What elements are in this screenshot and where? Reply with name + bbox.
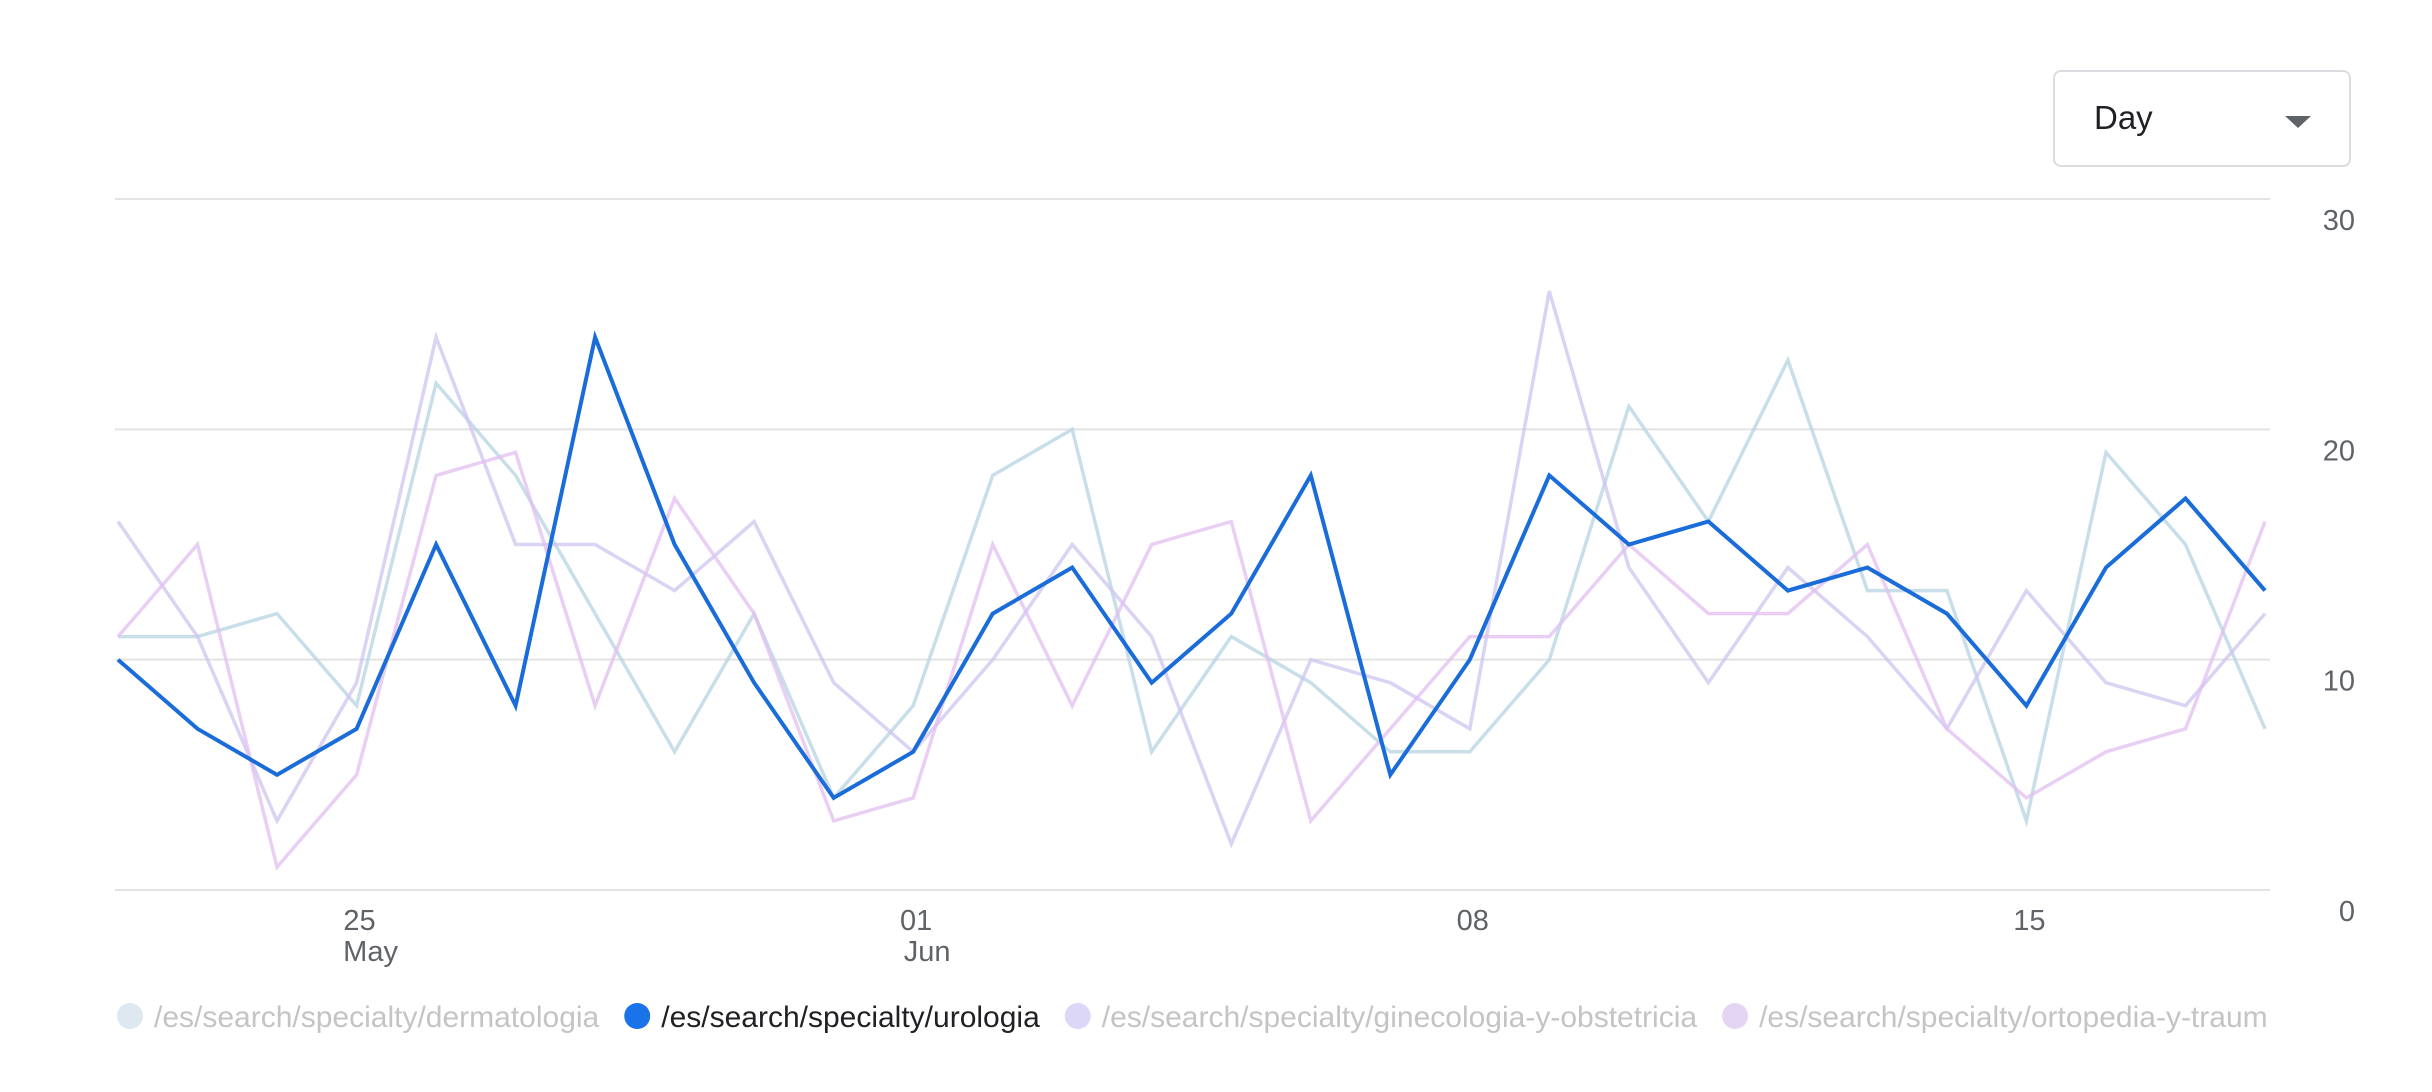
y-tick-label: 20 <box>2323 435 2355 467</box>
y-tick-label: 0 <box>2339 896 2355 928</box>
legend-label: /es/search/specialty/ginecologia-y-obste… <box>1102 1001 1698 1034</box>
legend: /es/search/specialty/dermatologia/es/sea… <box>117 1001 2268 1034</box>
legend-label: /es/search/specialty/urologia <box>661 1001 1040 1034</box>
series-line[interactable] <box>116 450 2267 871</box>
legend-item[interactable]: /es/search/specialty/ortopedia-y-traum <box>1722 1001 2268 1034</box>
legend-dot <box>1064 1003 1091 1029</box>
granularity-dropdown[interactable]: Day <box>2053 70 2351 167</box>
legend-label: /es/search/specialty/ortopedia-y-traum <box>1759 1001 2268 1034</box>
chevron-down-icon <box>2285 116 2311 128</box>
x-tick-label-month: Jun <box>904 936 951 968</box>
x-tick-label-day: 15 <box>2013 905 2045 937</box>
series-line[interactable] <box>116 330 2267 801</box>
y-tick-label: 10 <box>2323 666 2355 698</box>
granularity-value: Day <box>2094 99 2153 136</box>
x-tick-label-month: May <box>343 936 398 968</box>
x-tick-label-day: 01 <box>900 905 932 937</box>
y-tick-label: 30 <box>2323 205 2355 237</box>
series-line[interactable] <box>116 290 2267 849</box>
legend-item[interactable]: /es/search/specialty/ginecologia-y-obste… <box>1064 1001 1698 1034</box>
legend-item[interactable]: /es/search/specialty/urologia <box>624 1001 1040 1034</box>
legend-label: /es/search/specialty/dermatologia <box>154 1001 600 1034</box>
x-tick-label-day: 08 <box>1457 905 1489 937</box>
legend-item[interactable]: /es/search/specialty/dermatologia <box>117 1001 600 1034</box>
legend-dot <box>1722 1003 1749 1029</box>
legend-dot <box>117 1003 143 1029</box>
x-tick-label-day: 25 <box>343 905 375 937</box>
legend-dot <box>624 1003 651 1029</box>
